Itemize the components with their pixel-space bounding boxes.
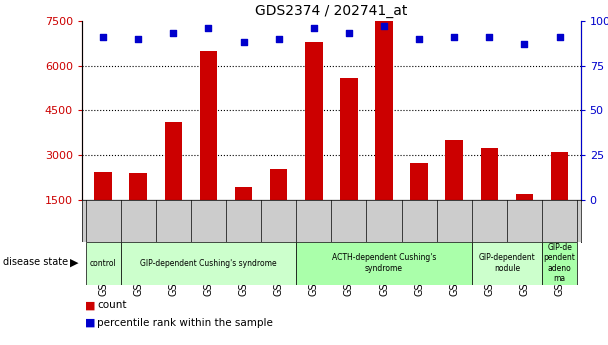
Bar [472, 241, 542, 285]
Bar [296, 241, 472, 285]
Text: GIP-dependent Cushing's syndrome: GIP-dependent Cushing's syndrome [140, 258, 277, 268]
Point [133, 36, 143, 41]
Text: control: control [90, 258, 117, 268]
Point [239, 39, 249, 45]
Text: ■: ■ [85, 318, 95, 327]
Bar [542, 241, 577, 285]
Bar [235, 187, 252, 245]
Text: percentile rank within the sample: percentile rank within the sample [97, 318, 273, 327]
Bar [551, 152, 568, 245]
Text: GIP-dependent
nodule: GIP-dependent nodule [478, 253, 535, 273]
Bar [446, 140, 463, 245]
Bar [516, 194, 533, 245]
Point [204, 25, 213, 31]
Point [414, 36, 424, 41]
Bar [340, 78, 358, 245]
Point [449, 34, 459, 40]
Bar [94, 172, 112, 245]
Bar [375, 21, 393, 245]
Bar [165, 122, 182, 245]
Bar [130, 173, 147, 245]
Bar [86, 241, 121, 285]
Point [168, 30, 178, 36]
Bar [410, 163, 428, 245]
Bar [199, 51, 217, 245]
Bar [270, 169, 288, 245]
Point [520, 41, 530, 47]
Point [485, 34, 494, 40]
Point [554, 34, 564, 40]
Text: ▶: ▶ [70, 257, 78, 267]
Text: ■: ■ [85, 300, 95, 310]
Bar [480, 148, 498, 245]
Bar [121, 241, 296, 285]
Point [98, 34, 108, 40]
Text: GIP-de
pendent
adeno
ma: GIP-de pendent adeno ma [544, 243, 576, 283]
Point [274, 36, 283, 41]
Title: GDS2374 / 202741_at: GDS2374 / 202741_at [255, 4, 407, 18]
Text: ACTH-dependent Cushing's
syndrome: ACTH-dependent Cushing's syndrome [332, 253, 436, 273]
Point [379, 23, 389, 29]
Text: count: count [97, 300, 127, 310]
Point [309, 25, 319, 31]
Point [344, 30, 354, 36]
Text: disease state: disease state [3, 257, 68, 267]
Bar [305, 42, 323, 245]
